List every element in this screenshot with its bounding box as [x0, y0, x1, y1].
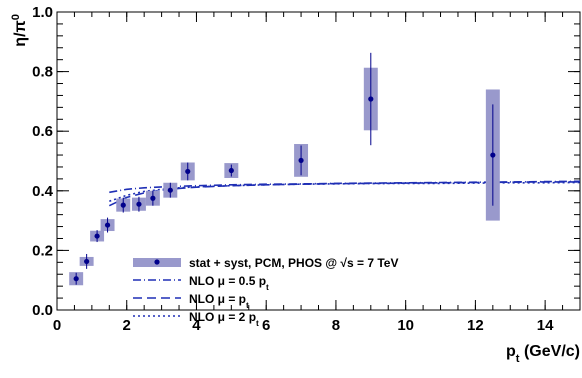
data-point-3 [104, 222, 111, 228]
x-tick-label: 0 [53, 317, 61, 334]
data-point-0 [73, 276, 79, 282]
y-tick-label: 0.4 [32, 183, 54, 200]
y-axis-title: η/π0 [10, 14, 29, 47]
legend-swatch-marker [154, 259, 160, 265]
data-point-6 [150, 195, 156, 201]
nlo-curves [108, 180, 581, 207]
data-point-2 [94, 233, 100, 239]
y-tick-label: 0.6 [32, 123, 53, 140]
x-tick-label: 14 [537, 317, 554, 334]
x-tick-label: 2 [123, 317, 131, 334]
y-tick-label: 0.8 [32, 64, 53, 81]
data-point-12 [490, 152, 496, 158]
y-tick-label: 0.2 [32, 242, 53, 259]
y-tick-label: 0.0 [32, 302, 53, 319]
legend-label: NLO μ = 2 pt [189, 310, 259, 328]
nlo-curve-dashed [108, 181, 580, 207]
nlo-curve-dotted [109, 181, 581, 202]
data-point-4 [120, 202, 126, 208]
data-point-1 [84, 258, 90, 265]
data-point-7 [167, 187, 173, 193]
x-tick-label: 12 [467, 317, 484, 334]
y-tick-label: 1.0 [32, 4, 53, 21]
data-point-9 [228, 167, 234, 174]
legend-label: stat + syst, PCM, PHOS @ √s = 7 TeV [189, 256, 398, 270]
systematic-boxes [69, 67, 500, 286]
x-tick-label: 10 [397, 317, 414, 334]
x-axis-title: pt (GeV/c) [506, 343, 580, 365]
data-point-8 [185, 168, 191, 175]
legend-label: NLO μ = pt [189, 292, 249, 310]
legend-label: NLO μ = 0.5 pt [189, 274, 269, 292]
x-tick-label: 8 [332, 317, 340, 334]
data-point-5 [136, 201, 142, 207]
x-tick-label: 4 [192, 317, 201, 334]
x-tick-label: 6 [262, 317, 270, 334]
axes: 0.0 0.2 0.4 0.6 0.8 1.0 0 2 4 6 8 10 12 14 pt (GeV/c) η… [10, 4, 581, 365]
data-points [73, 52, 496, 285]
legend: stat + syst, PCM, PHOS @ √s = 7 TeV NLO μ… [133, 256, 398, 328]
data-point-11 [368, 96, 374, 102]
data-point-10 [298, 157, 304, 164]
